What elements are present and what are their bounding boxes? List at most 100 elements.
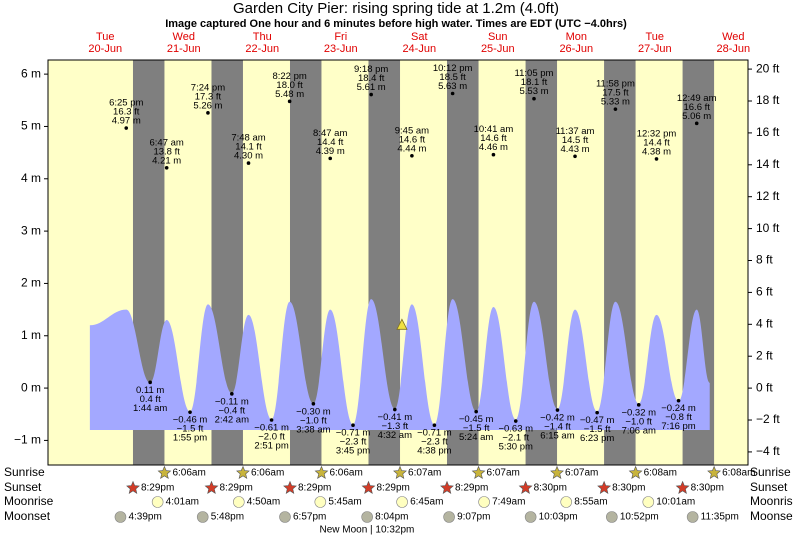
tide-time-label: 7:06 am [622, 425, 656, 436]
tide-point [636, 403, 641, 407]
moon-icon [524, 511, 537, 523]
tide-ft-label: 17.3 ft [195, 91, 222, 102]
sunset-time: 8:29pm [219, 483, 252, 494]
y-tick-label: 0 m [21, 380, 41, 394]
star-icon [597, 480, 612, 494]
star-icon [440, 480, 454, 494]
moon-icon [151, 496, 164, 508]
tide-m-label: 5.53 m [519, 86, 548, 97]
tide-time-label: 6:25 pm [109, 98, 143, 109]
tide-m-label: 4.46 m [479, 142, 508, 153]
star-icon [393, 465, 407, 479]
tide-ft-label: 18.4 ft [358, 73, 385, 84]
tide-time-label: 4:38 pm [417, 446, 451, 457]
tide-ft-label: 18.0 ft [276, 80, 303, 91]
moon-icon [361, 511, 373, 523]
moonrise-time: 7:49am [492, 497, 525, 508]
tide-point [148, 380, 152, 385]
tide-point [654, 157, 659, 161]
moon-icon [314, 496, 327, 508]
tide-time-label: 7:48 am [231, 133, 265, 144]
tide-m-label: 4.43 m [561, 144, 590, 155]
y2-tick-label: 2 ft [756, 348, 773, 362]
y2-tick-label: 10 ft [756, 221, 780, 235]
y-tick-label: −1 m [14, 433, 41, 447]
tide-point [432, 423, 437, 428]
moon-icon [232, 496, 245, 508]
tide-time-label: 12:49 am [677, 93, 717, 104]
tide-ft-label: −2.3 ft [421, 437, 448, 448]
sunrise-time: 6:07am [487, 468, 520, 479]
moon-icon [114, 511, 127, 523]
moonrise-time: 10:01am [656, 497, 695, 508]
day-name: Sat [411, 31, 428, 43]
tide-m-label: 5.06 m [682, 111, 711, 122]
moonset-time: 9:07pm [457, 512, 490, 523]
sunset-time: 8:29pm [298, 483, 331, 494]
tide-m-label: −0.42 m [540, 413, 575, 424]
star-icon [236, 465, 250, 479]
tide-m-label: 5.48 m [275, 89, 304, 100]
star-icon [518, 480, 533, 494]
day-date: 21-Jun [167, 43, 201, 55]
tide-time-label: 10:41 am [474, 124, 514, 135]
moonrise-row-label: Moonrise [750, 494, 793, 508]
star-icon [471, 465, 486, 479]
tide-ft-label: 17.5 ft [602, 88, 629, 99]
y2-tick-label: 16 ft [756, 125, 780, 139]
tide-point [410, 153, 414, 158]
moonset-time: 10:03pm [539, 512, 578, 523]
y2-tick-label: 6 ft [756, 285, 773, 299]
tide-point [491, 152, 496, 157]
y2-tick-label: 20 ft [756, 61, 780, 75]
tide-m-label: 4.30 m [234, 151, 263, 162]
tide-ft-label: −0.8 ft [665, 412, 692, 423]
tide-point [513, 419, 518, 423]
star-icon [283, 480, 297, 494]
sunset-row-label: Sunset [750, 480, 788, 494]
y-tick-label: 1 m [21, 328, 41, 342]
tide-time-label: 5:30 pm [499, 442, 533, 453]
tide-time-label: 3:45 pm [336, 446, 370, 457]
star-icon [157, 465, 172, 479]
tide-point [555, 408, 560, 412]
tide-area [89, 299, 710, 430]
tide-point [595, 410, 599, 415]
tide-m-label: 4.38 m [642, 146, 671, 157]
tide-time-label: 5:24 am [459, 432, 493, 443]
chart-subtitle: Image captured One hour and 6 minutes be… [165, 18, 627, 30]
y2-tick-label: 4 ft [756, 316, 773, 330]
moonrise-time: 8:55am [574, 497, 607, 508]
tide-m-label: −0.71 m [336, 428, 371, 439]
y-tick-label: 4 m [21, 171, 41, 185]
moonset-row-label: Moonset [750, 509, 793, 523]
moon-icon [443, 511, 455, 523]
tide-time-label: 11:37 am [556, 126, 595, 137]
sunrise-time: 6:06am [251, 468, 284, 479]
tide-point [573, 154, 577, 159]
tide-ft-label: 14.4 ft [643, 137, 670, 148]
sunset-time: 8:29pm [141, 483, 174, 494]
tide-ft-label: −1.5 ft [584, 424, 611, 435]
day-date: 25-Jun [481, 43, 515, 55]
tide-ft-label: 14.1 ft [235, 142, 262, 153]
day-name: Wed [722, 31, 744, 43]
tide-time-label: 6:23 pm [580, 433, 614, 444]
tide-time-label: 6:15 am [540, 431, 574, 442]
tide-m-label: −0.30 m [296, 406, 331, 417]
tide-ft-label: −1.3 ft [381, 421, 408, 432]
moonset-row-label: Moonset [4, 509, 51, 523]
star-icon [204, 480, 219, 494]
plot-frame [47, 59, 749, 466]
moonrise-time: 5:45am [328, 497, 361, 508]
tide-time-label: 7:16 pm [661, 421, 695, 432]
tide-time-label: 8:22 pm [272, 71, 306, 82]
sunset-time: 8:30pm [612, 483, 645, 494]
star-icon [628, 465, 643, 479]
y-tick-label: 2 m [21, 276, 41, 290]
tide-m-label: 4.97 m [112, 116, 141, 127]
tide-m-label: 5.33 m [601, 97, 630, 108]
moonset-time: 11:35pm [701, 512, 739, 523]
sunrise-time: 6:07am [408, 468, 441, 479]
